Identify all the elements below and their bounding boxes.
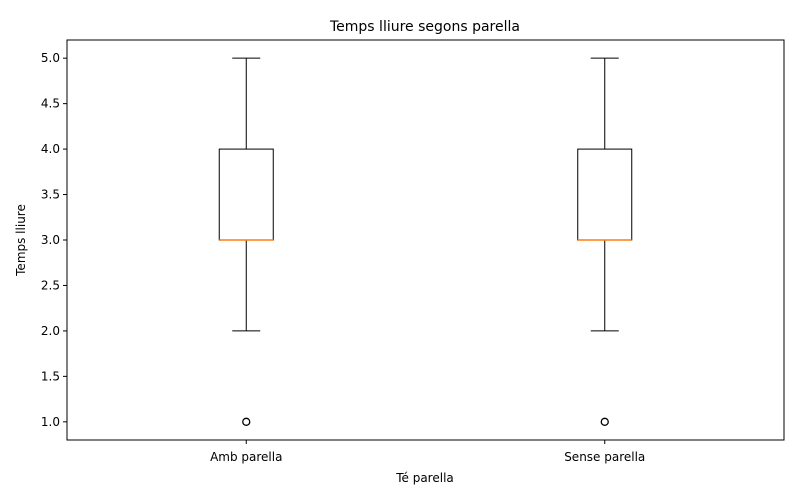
iqr-box xyxy=(218,148,274,241)
y-tick-label: 1.0 xyxy=(41,415,60,429)
chart-title: Temps lliure segons parella xyxy=(329,19,520,35)
y-tick-label: 3.0 xyxy=(41,233,60,247)
y-tick-label: 4.5 xyxy=(41,97,60,111)
box-sense-parella xyxy=(577,57,633,426)
box-amb-parella xyxy=(218,57,274,426)
y-tick-label: 5.0 xyxy=(41,51,60,65)
x-axis-label: Té parella xyxy=(395,471,454,485)
iqr-box xyxy=(577,148,633,241)
x-tick-label: Sense parella xyxy=(564,450,645,464)
y-tick-label: 4.0 xyxy=(41,142,60,156)
boxes xyxy=(218,57,633,426)
y-tick-label: 1.5 xyxy=(41,369,60,383)
outlier-point xyxy=(242,417,251,426)
x-axis: Amb parella Sense parella xyxy=(210,440,645,464)
y-tick-label: 2.0 xyxy=(41,324,60,338)
y-axis: 1.0 1.5 2.0 2.5 3.0 3.5 4.0 4.5 5.0 xyxy=(41,51,67,429)
outlier-point xyxy=(600,417,609,426)
y-tick-label: 3.5 xyxy=(41,188,60,202)
plot-area xyxy=(66,39,785,441)
y-axis-label: Temps lliure xyxy=(14,204,28,277)
y-tick-label: 2.5 xyxy=(41,278,60,292)
x-tick-label: Amb parella xyxy=(210,450,282,464)
